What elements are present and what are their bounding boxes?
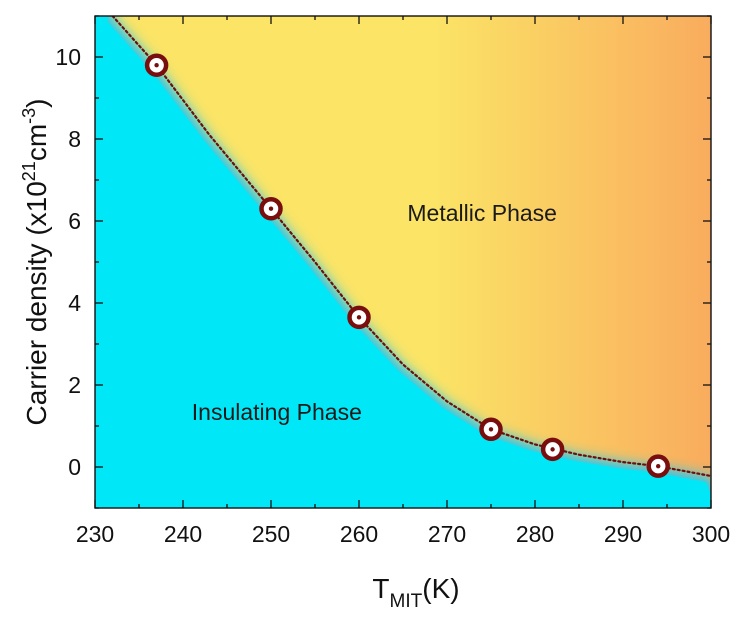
insulating-phase-label: Insulating Phase xyxy=(192,399,362,425)
y-tick-label: 2 xyxy=(68,372,81,398)
data-point-marker xyxy=(540,437,565,462)
insulating-region xyxy=(95,16,711,508)
x-axis-title-unit: (K) xyxy=(422,573,459,604)
y-axis-title-post: ) xyxy=(21,98,52,107)
y-tick-label: 0 xyxy=(68,454,81,480)
x-tick-label: 260 xyxy=(340,521,378,547)
data-point-marker xyxy=(259,196,283,221)
data-point-marker xyxy=(347,305,371,330)
y-axis-title-mid: cm xyxy=(21,124,52,161)
plot-area xyxy=(95,16,711,508)
y-tick-label: 4 xyxy=(68,290,81,316)
x-axis-title-main: T xyxy=(372,573,389,604)
y-tick-label: 8 xyxy=(68,126,81,152)
x-tick-label: 250 xyxy=(252,521,290,547)
y-axis-title-exp1: 21 xyxy=(19,161,39,181)
x-axis-title-subscript: MIT xyxy=(390,591,423,612)
data-point-marker xyxy=(479,417,503,442)
x-tick-label: 230 xyxy=(76,521,114,547)
phase-boundary-line xyxy=(111,16,711,478)
x-axis-title: TMIT(K) xyxy=(372,573,459,612)
y-tick-label: 10 xyxy=(55,44,81,70)
x-axis-ticks: 230 240 250 260 270 280 290 300 xyxy=(76,16,730,547)
x-tick-label: 270 xyxy=(428,521,466,547)
metallic-phase-label: Metallic Phase xyxy=(407,200,557,226)
y-axis-title: Carrier density (x1021cm-3) xyxy=(19,98,52,425)
x-tick-label: 240 xyxy=(164,521,202,547)
y-axis-title-main: Carrier density (x10 xyxy=(21,181,52,425)
data-point-marker xyxy=(646,454,670,478)
data-point-marker xyxy=(144,53,169,77)
data-markers xyxy=(144,53,670,478)
y-tick-label: 6 xyxy=(68,208,81,234)
x-tick-label: 280 xyxy=(516,521,554,547)
x-tick-label: 290 xyxy=(604,521,642,547)
y-axis-ticks: 0 2 4 6 8 10 xyxy=(55,15,711,509)
x-tick-label: 300 xyxy=(692,521,730,547)
y-axis-title-exp2: -3 xyxy=(19,108,39,124)
